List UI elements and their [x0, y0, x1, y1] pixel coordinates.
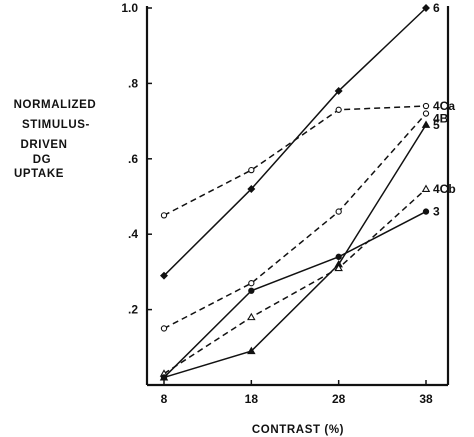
data-point: [160, 325, 168, 332]
x-tick-label: 18: [245, 392, 259, 406]
data-point: [160, 374, 168, 381]
data-point: [335, 208, 342, 215]
y-axis-label: NORMALIZED STIMULUS- DRIVEN DG UPTAKE: [14, 99, 97, 180]
series-label: 5: [433, 118, 440, 132]
data-point: [160, 271, 168, 280]
series-layer: [159, 4, 431, 381]
y-axis-label-line: STIMULUS-: [22, 119, 90, 131]
data-point: [334, 263, 343, 272]
y-axis-label-line: DRIVEN: [20, 139, 67, 151]
data-point: [335, 253, 342, 260]
data-point: [422, 102, 430, 110]
series-line: [163, 113, 427, 330]
series-3: [160, 208, 430, 381]
data-point: [422, 4, 430, 12]
data-point: [422, 208, 430, 215]
y-axis-label-line: NORMALIZED: [14, 99, 97, 111]
y-tick-label: .8: [128, 76, 138, 90]
data-point: [334, 86, 343, 95]
ticks: .2 .4 .6 .8 1.0 8 18 28 38: [121, 1, 433, 406]
series-line: [163, 210, 427, 378]
series-label: 4B: [433, 112, 449, 126]
data-point: [247, 312, 256, 321]
series-line: [163, 7, 427, 277]
series-4B: [160, 110, 430, 332]
data-point: [422, 110, 430, 117]
series-line: [163, 105, 427, 217]
series-6: [160, 4, 430, 280]
series-label: 3: [433, 205, 440, 219]
data-point: [247, 184, 256, 193]
x-axis-label: CONTRAST (%): [252, 424, 344, 436]
data-point: [335, 106, 342, 113]
y-tick-label: .6: [128, 152, 138, 166]
x-tick-label: 8: [161, 392, 168, 406]
data-point: [247, 346, 256, 355]
series-label: 4Ca: [433, 99, 455, 113]
y-tick-label: .2: [128, 303, 138, 317]
data-point: [160, 212, 168, 219]
series-line: [163, 124, 427, 379]
data-point: [421, 120, 431, 128]
data-point: [248, 280, 255, 287]
series-4Ca: [160, 102, 430, 219]
series-4Cb: [159, 184, 431, 377]
y-axis-label-line: DG: [33, 154, 51, 166]
series-label: 6: [433, 1, 440, 15]
axes: [145, 6, 450, 387]
y-tick-label: .4: [128, 227, 138, 241]
data-point: [248, 166, 255, 174]
x-tick-label: 38: [419, 392, 433, 406]
y-axis-label-line: UPTAKE: [14, 168, 64, 180]
series-line: [163, 188, 427, 375]
series-label: 4Cb: [433, 182, 456, 196]
y-tick-label: 1.0: [121, 1, 138, 15]
x-tick-label: 28: [332, 392, 346, 406]
data-point: [248, 287, 255, 294]
data-point: [421, 184, 431, 192]
